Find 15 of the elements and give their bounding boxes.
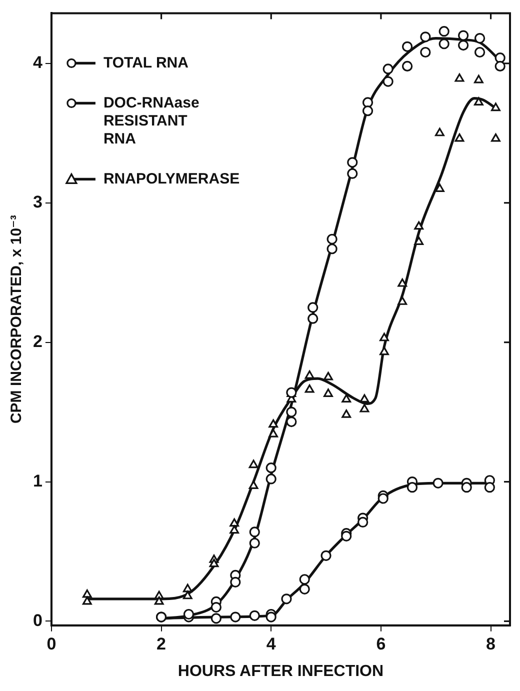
x-axis-title: HOURS AFTER INFECTION — [178, 662, 384, 680]
y-tick-label: 3 — [32, 192, 42, 212]
legend-label: DOC-RNAase RESISTANT RNA — [103, 94, 200, 148]
legend-label: TOTAL RNA — [103, 54, 189, 72]
y-tick-label: 2 — [32, 332, 42, 351]
y-tick-label: 1 — [32, 471, 42, 490]
y-axis-title: CPM INCORPORATED, x 10⁻³ — [8, 215, 26, 424]
y-tick-label: 0 — [32, 610, 42, 630]
x-tick-label: 8 — [486, 634, 496, 654]
y-tick-label: 4 — [32, 53, 43, 72]
x-tick-label: 2 — [156, 634, 166, 654]
x-tick-label: 4 — [266, 634, 276, 654]
legend-label: RNAPOLYMERASE — [103, 170, 240, 188]
x-tick-label: 6 — [376, 634, 386, 654]
x-tick-label: 0 — [46, 634, 56, 654]
